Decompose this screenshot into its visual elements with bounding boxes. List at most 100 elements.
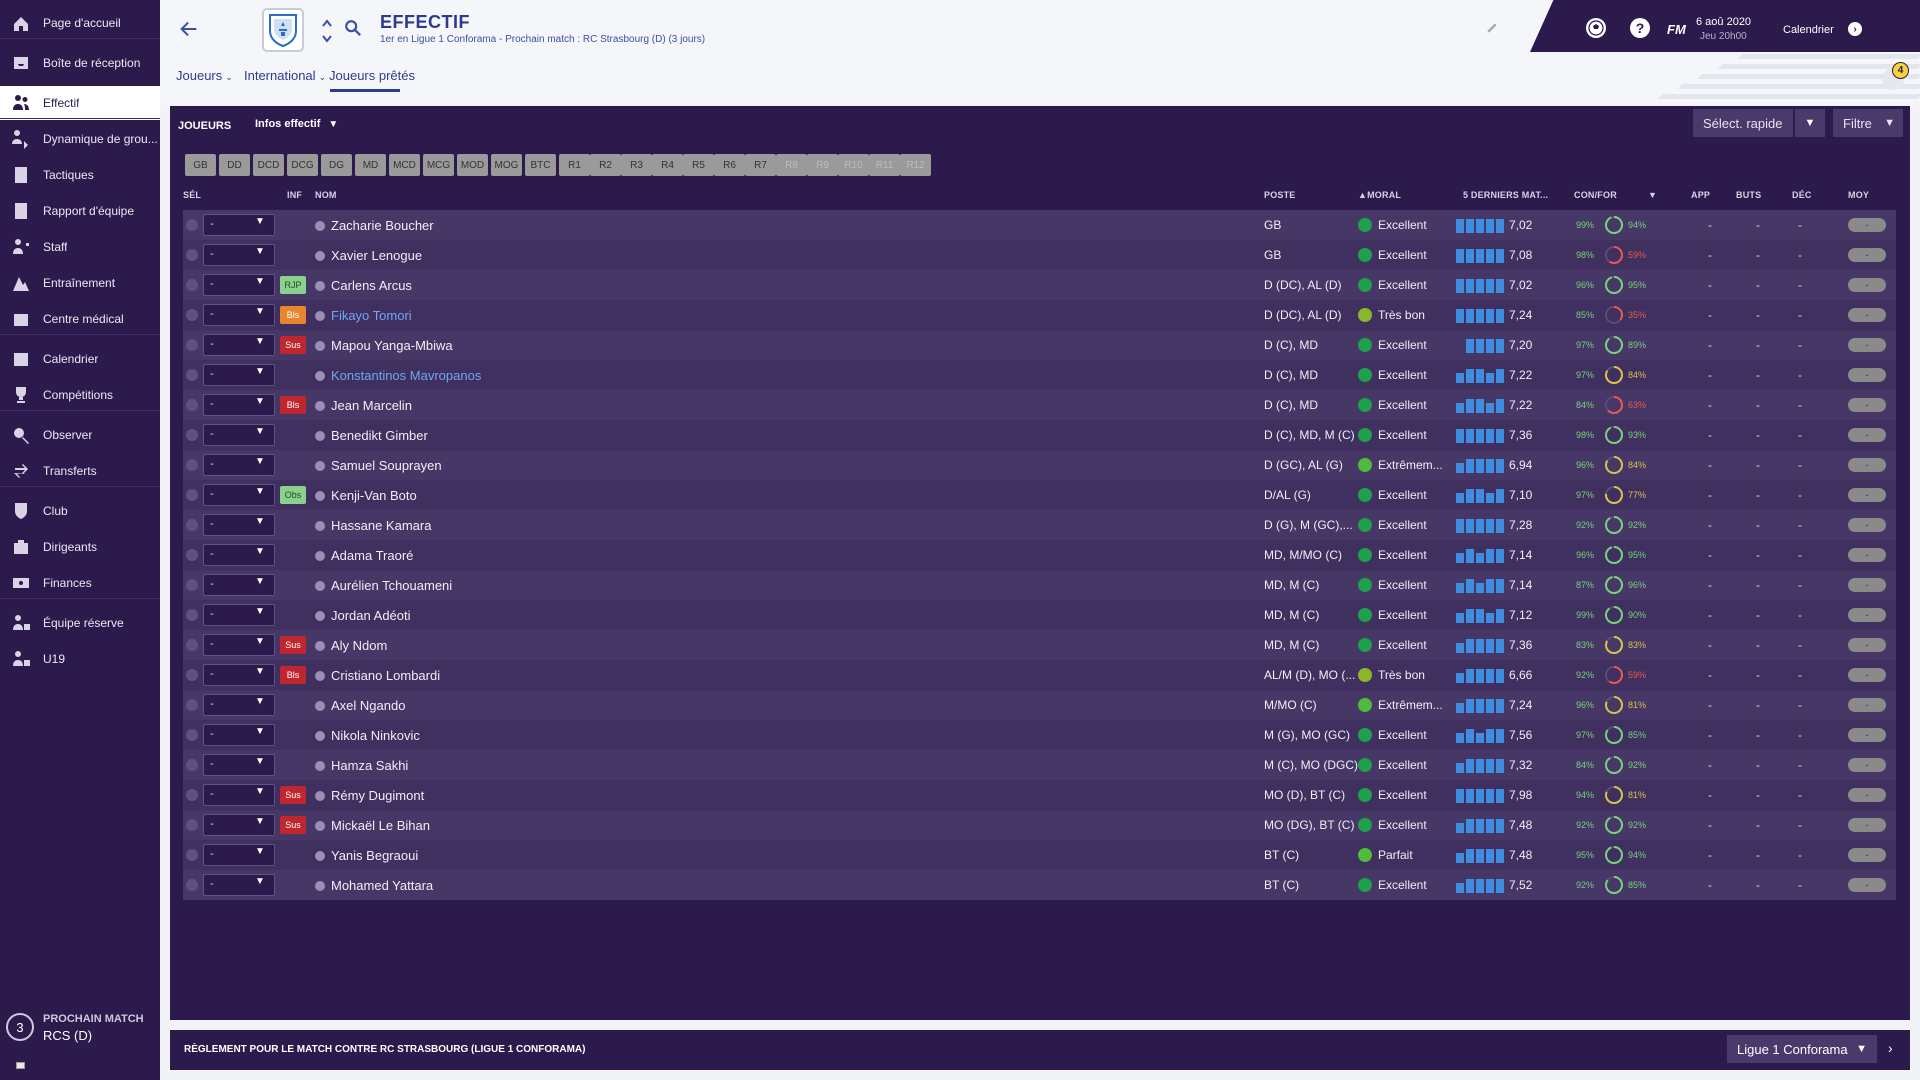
competition-select[interactable]: Ligue 1 Conforama ▼ xyxy=(1727,1035,1877,1063)
col-sel[interactable]: SÉL xyxy=(183,190,202,200)
table-row[interactable]: - ▼ Sus Mapou Yanga-Mbiwa D (C), MD Excellent… xyxy=(183,330,1896,360)
table-row[interactable]: - ▼ Axel Ngando M/MO (C) Extrêmem... 7,24 96% 8… xyxy=(183,690,1896,720)
col-app[interactable]: APP xyxy=(1691,190,1711,200)
player-name[interactable]: Zacharie Boucher xyxy=(331,218,434,233)
position-filter-button[interactable]: DD xyxy=(219,154,250,176)
row-checkbox[interactable] xyxy=(186,819,198,831)
filter-button[interactable]: Filtre ▼ xyxy=(1833,109,1903,137)
table-row[interactable]: - ▼ Hassane Kamara D (G), M (GC),... Excelle… xyxy=(183,510,1896,540)
tab-1[interactable]: International ⌄ xyxy=(244,68,326,83)
sidebar-item-training[interactable]: Entraînement xyxy=(0,266,160,300)
info-icon[interactable] xyxy=(315,551,325,561)
sidebar-item-board[interactable]: Dirigeants xyxy=(0,530,160,564)
player-name[interactable]: Hassane Kamara xyxy=(331,518,432,533)
player-name[interactable]: Axel Ngando xyxy=(331,698,406,713)
row-checkbox[interactable] xyxy=(186,249,198,261)
position-filter-button[interactable]: DG xyxy=(321,154,352,176)
table-row[interactable]: - ▼ Bls Cristiano Lombardi AL/M (D), MO (...… xyxy=(183,660,1896,690)
status-badge[interactable]: Bls xyxy=(280,306,306,324)
status-badge[interactable]: Sus xyxy=(280,816,306,834)
row-checkbox[interactable] xyxy=(186,669,198,681)
selection-dropdown[interactable] xyxy=(203,514,275,536)
player-name[interactable]: Konstantinos Mavropanos xyxy=(331,368,482,383)
row-checkbox[interactable] xyxy=(186,369,198,381)
table-row[interactable]: - ▼ Samuel Souprayen D (GC), AL (G) Extrêmem… xyxy=(183,450,1896,480)
info-icon[interactable] xyxy=(315,341,325,351)
position-filter-button[interactable]: R9 xyxy=(807,154,838,176)
selection-dropdown[interactable] xyxy=(203,454,275,476)
page-subtitle[interactable]: 1er en Ligue 1 Conforama - Prochain matc… xyxy=(380,34,706,45)
position-filter-button[interactable]: DCD xyxy=(253,154,284,176)
table-row[interactable]: - ▼ Bls Jean Marcelin D (C), MD Excellent 7,22… xyxy=(183,390,1896,420)
row-checkbox[interactable] xyxy=(186,789,198,801)
player-name[interactable]: Rémy Dugimont xyxy=(331,788,425,803)
status-badge[interactable]: Obs xyxy=(280,486,306,504)
table-row[interactable]: - ▼ Xavier Lenogue GB Excellent 7,08 98% 59% - - -… xyxy=(183,240,1896,270)
player-name[interactable]: Mohamed Yattara xyxy=(331,878,434,893)
sidebar-item-trophy[interactable]: Compétitions xyxy=(0,378,160,412)
selection-dropdown[interactable] xyxy=(203,814,275,836)
back-button[interactable] xyxy=(178,18,202,42)
table-row[interactable]: - ▼ Konstantinos Mavropanos D (C), MD Excell… xyxy=(183,360,1896,390)
selection-dropdown[interactable] xyxy=(203,214,275,236)
selection-dropdown[interactable] xyxy=(203,784,275,806)
player-name[interactable]: Fikayo Tomori xyxy=(331,308,412,323)
col-inf[interactable]: INF xyxy=(287,190,303,200)
selection-dropdown[interactable] xyxy=(203,424,275,446)
sidebar-item-home[interactable]: Page d'accueil xyxy=(0,6,160,40)
player-name[interactable]: Cristiano Lombardi xyxy=(331,668,441,683)
sidebar-item-u19[interactable]: U19 xyxy=(0,642,160,676)
next-match-widget[interactable]: 3 PROCHAIN MATCH RCS (D) xyxy=(6,1010,156,1050)
sidebar-item-scout[interactable]: Observer xyxy=(0,418,160,452)
col-dec[interactable]: DÉC xyxy=(1792,190,1812,200)
selection-dropdown[interactable] xyxy=(203,544,275,566)
table-row[interactable]: - ▼ Aurélien Tchouameni MD, M (C) Excellent 7… xyxy=(183,570,1896,600)
table-row[interactable]: - ▼ Sus Mickaël Le Bihan MO (DG), BT (C) Exce… xyxy=(183,810,1896,840)
player-name[interactable]: Kenji-Van Boto xyxy=(331,488,417,503)
row-checkbox[interactable] xyxy=(186,729,198,741)
player-name[interactable]: Yanis Begraoui xyxy=(331,848,419,863)
row-checkbox[interactable] xyxy=(186,429,198,441)
sidebar-item-reserve[interactable]: Équipe réserve xyxy=(0,606,160,640)
player-name[interactable]: Nikola Ninkovic xyxy=(331,728,420,743)
table-row[interactable]: - ▼ Sus Aly Ndom MD, M (C) Excellent 7,36 83% 83… xyxy=(183,630,1896,660)
position-filter-button[interactable]: R2 xyxy=(590,154,621,176)
selection-dropdown[interactable] xyxy=(203,724,275,746)
info-icon[interactable] xyxy=(315,521,325,531)
position-filter-button[interactable]: MD xyxy=(355,154,386,176)
sidebar-item-staff[interactable]: Staff xyxy=(0,230,160,264)
table-row[interactable]: - ▼ Benedikt Gimber D (C), MD, M (C) Excelle… xyxy=(183,420,1896,450)
selection-dropdown[interactable] xyxy=(203,664,275,686)
position-filter-button[interactable]: DCG xyxy=(287,154,318,176)
info-icon[interactable] xyxy=(315,791,325,801)
info-icon[interactable] xyxy=(315,611,325,621)
table-row[interactable]: - ▼ Adama Traoré MD, M/MO (C) Excellent 7,14 9… xyxy=(183,540,1896,570)
position-filter-button[interactable]: MOG xyxy=(491,154,522,176)
player-name[interactable]: Jordan Adéoti xyxy=(331,608,411,623)
quick-select-button[interactable]: Sélect. rapide xyxy=(1693,109,1793,137)
col-last5[interactable]: 5 DERNIERS MAT... xyxy=(1463,190,1549,200)
info-icon[interactable] xyxy=(315,221,325,231)
sidebar-item-inbox[interactable]: Boîte de réception xyxy=(0,46,160,80)
col-moy[interactable]: MOY xyxy=(1848,190,1870,200)
selection-dropdown[interactable] xyxy=(203,274,275,296)
player-name[interactable]: Mickaël Le Bihan xyxy=(331,818,430,833)
row-checkbox[interactable] xyxy=(186,579,198,591)
info-icon[interactable] xyxy=(315,311,325,321)
status-badge[interactable]: Bls xyxy=(280,396,306,414)
info-icon[interactable] xyxy=(315,401,325,411)
tab-2[interactable]: Joueurs prêtés xyxy=(329,68,415,83)
selection-dropdown[interactable] xyxy=(203,754,275,776)
player-name[interactable]: Aurélien Tchouameni xyxy=(331,578,453,593)
chevron-right-icon[interactable]: › xyxy=(1888,1040,1893,1056)
sidebar-item-medical[interactable]: Centre médical xyxy=(0,302,160,336)
selection-dropdown[interactable] xyxy=(203,334,275,356)
info-icon[interactable] xyxy=(315,851,325,861)
info-icon[interactable] xyxy=(315,731,325,741)
row-checkbox[interactable] xyxy=(186,549,198,561)
row-checkbox[interactable] xyxy=(186,339,198,351)
club-badge[interactable] xyxy=(262,8,304,52)
row-checkbox[interactable] xyxy=(186,879,198,891)
status-badge[interactable]: Sus xyxy=(280,636,306,654)
info-icon[interactable] xyxy=(315,641,325,651)
